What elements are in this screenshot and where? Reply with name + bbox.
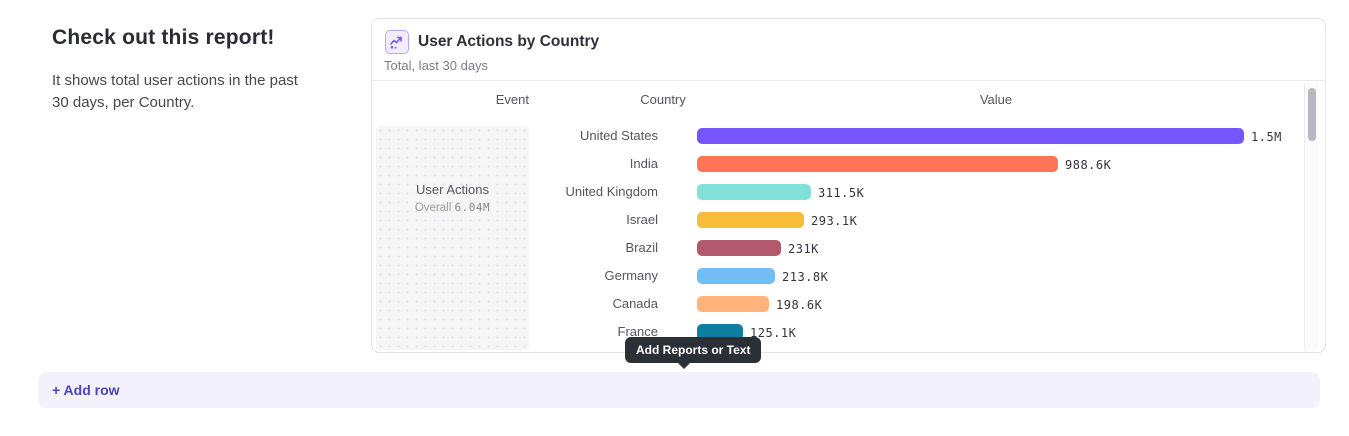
chart-row: United States 1.5M: [372, 122, 1302, 150]
value-label: 1.5M: [1251, 130, 1282, 144]
event-name: User Actions: [416, 182, 489, 197]
event-overall: Overall 6.04M: [376, 201, 529, 214]
country-label: France: [617, 324, 658, 339]
column-header-country: Country: [640, 92, 686, 107]
value-bar[interactable]: [697, 268, 775, 284]
value-bar[interactable]: [697, 156, 1058, 172]
value-bar[interactable]: [697, 128, 1244, 144]
value-bar[interactable]: [697, 184, 811, 200]
chart-scrollbar[interactable]: [1304, 83, 1319, 350]
country-label: United States: [579, 128, 658, 143]
country-label: Israel: [626, 212, 658, 227]
country-label: India: [629, 156, 658, 171]
chart-row: France 125.1K: [372, 318, 1302, 346]
intro-block: Check out this report! It shows total us…: [52, 26, 302, 114]
value-label: 311.5K: [818, 186, 865, 200]
event-overall-label: Overall: [414, 202, 452, 214]
value-label: 213.8K: [782, 270, 829, 284]
report-title: User Actions by Country: [418, 33, 600, 50]
value-label: 293.1K: [811, 214, 858, 228]
value-bar[interactable]: [697, 212, 804, 228]
value-label: 198.6K: [776, 298, 823, 312]
chart-scrollbar-thumb[interactable]: [1308, 88, 1316, 141]
report-subtitle: Total, last 30 days: [384, 58, 489, 73]
add-reports-tooltip-label: Add Reports or Text: [636, 343, 751, 357]
value-bar[interactable]: [697, 324, 743, 340]
report-card[interactable]: User Actions by Country Total, last 30 d…: [371, 18, 1326, 353]
column-header-value: Value: [979, 92, 1013, 107]
tooltip-arrow: [677, 362, 691, 369]
chart-row: Israel 293.1K: [372, 206, 1302, 234]
country-label: Canada: [612, 296, 658, 311]
chart-row: Canada 198.6K: [372, 290, 1302, 318]
chart-row: Germany 213.8K: [372, 262, 1302, 290]
bar-chart: Event Country Value User Actions Overall…: [372, 81, 1325, 352]
intro-description: It shows total user actions in the past …: [52, 72, 298, 111]
country-label: United Kingdom: [565, 184, 659, 199]
intro-title: Check out this report!: [52, 26, 275, 49]
value-label: 231K: [788, 242, 819, 256]
insights-chart-icon: [385, 30, 409, 54]
chart-row: United Kingdom 311.5K: [372, 178, 1302, 206]
add-row-label: + Add row: [52, 382, 120, 398]
value-label: 988.6K: [1065, 158, 1112, 172]
event-overall-value: 6.04M: [454, 201, 491, 214]
column-header-event: Event: [495, 92, 529, 107]
add-row-button[interactable]: + Add row: [38, 372, 1320, 408]
value-bar[interactable]: [697, 240, 781, 256]
event-cell[interactable]: User Actions Overall 6.04M: [376, 126, 529, 350]
report-card-header: User Actions by Country Total, last 30 d…: [372, 19, 1325, 81]
country-label: Germany: [604, 268, 658, 283]
chart-rows: United States 1.5M India 988.6K United Kingd…: [372, 122, 1302, 346]
value-bar[interactable]: [697, 296, 769, 312]
value-label: 125.1K: [750, 326, 797, 340]
add-reports-tooltip: Add Reports or Text: [625, 337, 762, 369]
chart-row: India 988.6K: [372, 150, 1302, 178]
chart-row: Brazil 231K: [372, 234, 1302, 262]
country-label: Brazil: [625, 240, 658, 255]
